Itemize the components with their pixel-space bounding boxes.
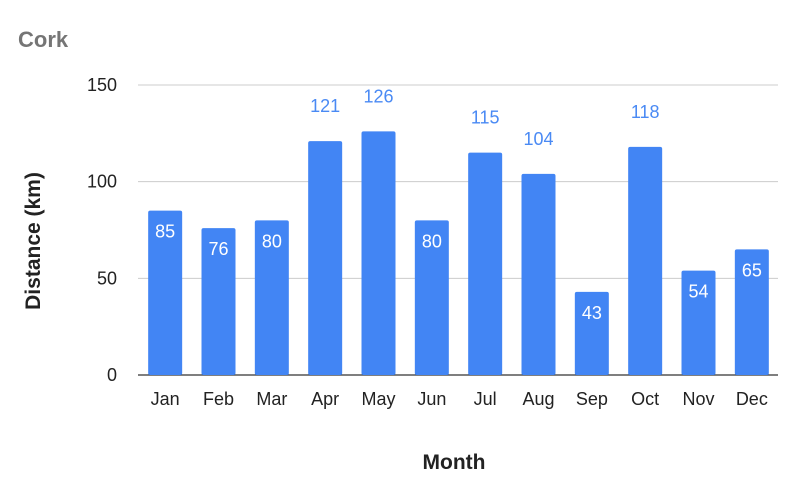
data-label-apr: 121: [310, 96, 340, 116]
chart-title: Cork: [18, 27, 69, 52]
data-label-nov: 54: [688, 282, 708, 302]
bar-jan: [148, 210, 183, 375]
data-label-feb: 76: [208, 239, 228, 259]
bar-nov: [681, 270, 716, 375]
x-axis-ticks: Jan Feb Mar Apr May Jun Jul Aug Sep Oct Nov Dec: [151, 389, 768, 409]
data-label-dec: 65: [742, 260, 762, 280]
data-label-may: 126: [363, 86, 393, 106]
x-tick-label: Jan: [151, 389, 180, 409]
x-tick-label: Dec: [736, 389, 768, 409]
x-tick-label: Jun: [417, 389, 446, 409]
bar-dec: [734, 249, 769, 375]
y-axis-ticks: 0 50 100 150: [87, 75, 117, 385]
bar-may: [361, 131, 396, 375]
x-tick-label: Sep: [576, 389, 608, 409]
y-axis-title: Distance (km): [22, 172, 45, 310]
x-axis-title: Month: [423, 451, 486, 474]
bar-mar: [254, 220, 289, 375]
data-label-sep: 43: [582, 303, 602, 323]
bars: [148, 131, 769, 375]
y-tick-label: 150: [87, 75, 117, 95]
bar-aug: [521, 173, 556, 375]
y-tick-label: 50: [97, 268, 117, 288]
data-label-jan: 85: [155, 222, 175, 242]
data-label-jun: 80: [422, 231, 442, 251]
x-tick-label: Feb: [203, 389, 234, 409]
bar-jun: [414, 220, 449, 375]
x-tick-label: Oct: [631, 389, 659, 409]
bar-apr: [308, 141, 343, 375]
data-label-oct: 118: [631, 102, 660, 122]
bar-sep: [574, 291, 609, 375]
x-tick-label: May: [361, 389, 395, 409]
data-labels: 85 76 80 121 126 80 115 104 43 118 54 65: [155, 86, 762, 322]
y-tick-label: 100: [87, 172, 117, 192]
bar-feb: [201, 228, 236, 375]
data-label-mar: 80: [262, 231, 282, 251]
data-label-jul: 115: [471, 108, 500, 128]
x-tick-label: Nov: [682, 389, 714, 409]
x-tick-label: Mar: [256, 389, 287, 409]
y-tick-label: 0: [107, 365, 117, 385]
data-label-aug: 104: [523, 129, 553, 149]
x-tick-label: Jul: [474, 389, 497, 409]
gridlines: [138, 84, 778, 376]
bar-jul: [468, 152, 503, 375]
x-tick-label: Apr: [311, 389, 339, 409]
x-tick-label: Aug: [522, 389, 554, 409]
bar-oct: [628, 146, 663, 375]
